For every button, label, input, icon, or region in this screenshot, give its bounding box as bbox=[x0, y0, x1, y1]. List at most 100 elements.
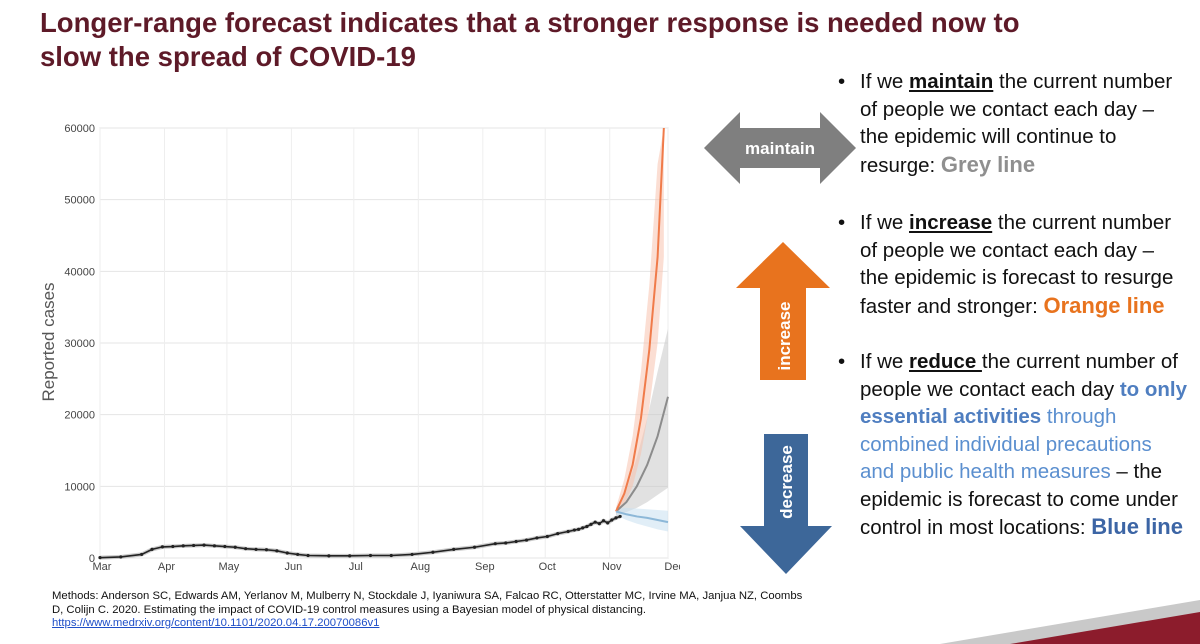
chart-series-lines bbox=[615, 127, 669, 524]
bullet-increase: • If we increase the current number of pe… bbox=[838, 209, 1188, 320]
bullet-maintain-result: Grey line bbox=[940, 151, 1036, 177]
observed-point bbox=[597, 522, 601, 526]
decrease-arrow-label: decrease bbox=[777, 445, 796, 519]
y-tick-label: 40000 bbox=[64, 266, 95, 278]
forecast-line-grey-line bbox=[615, 396, 669, 513]
increase-arrow-shape bbox=[736, 242, 830, 380]
observed-point bbox=[472, 545, 477, 549]
observed-point bbox=[150, 547, 154, 551]
footer-swoosh-light bbox=[940, 600, 1200, 644]
forecast-band-blue-line bbox=[615, 507, 668, 532]
observed-point bbox=[98, 556, 102, 560]
observed-point bbox=[504, 541, 508, 545]
observed-point bbox=[264, 548, 269, 552]
bullet-reduce-keyword: reduce bbox=[909, 350, 982, 373]
x-tick-label: Mar bbox=[93, 561, 112, 573]
forecast-line-orange-line bbox=[615, 127, 665, 512]
chart-forecast-bands bbox=[615, 128, 668, 532]
x-tick-label: Sep bbox=[475, 561, 495, 573]
observed-point bbox=[275, 549, 279, 553]
bullet-maintain-body: the current number of people we contact … bbox=[860, 70, 1173, 177]
observed-point bbox=[606, 521, 610, 525]
observed-point bbox=[254, 547, 258, 551]
bullet-reduce-body: the current number of people we contact … bbox=[860, 350, 1178, 401]
observed-point bbox=[192, 543, 196, 548]
bullet-reduce-body-2: – the epidemic is forecast to come under… bbox=[860, 460, 1178, 539]
observed-point bbox=[556, 532, 560, 536]
observed-point bbox=[618, 514, 622, 519]
methods-citation: Methods: Anderson SC, Edwards AM, Yerlan… bbox=[52, 590, 812, 631]
scenario-bullets: • If we maintain the current number of pe… bbox=[838, 68, 1188, 542]
chart-observed-data bbox=[98, 514, 622, 560]
y-tick-label: 20000 bbox=[64, 410, 95, 422]
observed-point bbox=[410, 552, 414, 557]
bullet-increase-result: Orange line bbox=[1043, 292, 1165, 318]
observed-point bbox=[348, 554, 352, 558]
observed-point bbox=[212, 544, 217, 548]
methods-link[interactable]: https://www.medrxiv.org/content/10.1101/… bbox=[52, 617, 380, 629]
observed-point bbox=[160, 545, 165, 549]
bullet-reduce-highlight: to only essential activities bbox=[860, 377, 1188, 429]
observed-point bbox=[119, 555, 123, 559]
observed-point bbox=[202, 543, 206, 547]
forecast-line-blue-line bbox=[615, 510, 669, 524]
observed-point bbox=[181, 544, 185, 548]
x-tick-label: Nov bbox=[602, 561, 622, 573]
observed-point bbox=[244, 547, 248, 551]
x-tick-label: Apr bbox=[158, 561, 175, 573]
maintain-arrow-shape bbox=[704, 112, 856, 184]
chart-gridlines bbox=[99, 127, 669, 559]
bullet-maintain: • If we maintain the current number of pe… bbox=[838, 68, 1188, 179]
bullet-reduce-result: Blue line bbox=[1091, 514, 1183, 539]
bullet-increase-prefix: If we bbox=[860, 211, 909, 234]
observed-point bbox=[514, 539, 518, 544]
observed-point bbox=[610, 518, 614, 522]
y-tick-label: 50000 bbox=[64, 195, 95, 207]
methods-text: Methods: Anderson SC, Edwards AM, Yerlan… bbox=[52, 590, 803, 616]
footer-swoosh-dark bbox=[1010, 612, 1200, 644]
observed-point bbox=[601, 519, 606, 523]
slide-title-line-2: slow the spread of COVID-19 bbox=[40, 41, 416, 72]
observed-point bbox=[566, 529, 570, 534]
bullet-maintain-prefix: If we bbox=[860, 70, 909, 93]
bullet-reduce-prefix: If we bbox=[860, 350, 909, 373]
observed-point bbox=[296, 552, 300, 557]
observed-point bbox=[368, 553, 373, 558]
decrease-arrow-shape bbox=[740, 434, 832, 574]
observed-point bbox=[493, 542, 497, 546]
observed-point bbox=[572, 528, 576, 532]
observed-point bbox=[285, 551, 289, 555]
chart-y-axis-label: Reported cases bbox=[39, 282, 58, 401]
observed-point bbox=[233, 545, 237, 549]
observed-point bbox=[593, 520, 597, 524]
x-tick-label: Aug bbox=[411, 561, 431, 573]
observed-point bbox=[306, 553, 310, 558]
observed-point bbox=[389, 553, 393, 558]
x-tick-label: Jun bbox=[285, 561, 303, 573]
x-tick-label: May bbox=[219, 561, 240, 573]
observed-point bbox=[524, 538, 529, 542]
bullet-marker: • bbox=[838, 211, 846, 234]
observed-point bbox=[452, 547, 456, 551]
observed-point bbox=[545, 534, 549, 539]
observed-point bbox=[431, 550, 435, 554]
bullet-increase-keyword: increase bbox=[909, 211, 993, 234]
slide-title-line-1: Longer-range forecast indicates that a s… bbox=[40, 7, 1020, 38]
bullet-maintain-keyword: maintain bbox=[909, 70, 994, 93]
y-tick-label: 10000 bbox=[64, 481, 95, 493]
observed-point bbox=[614, 516, 618, 520]
chart-y-ticks: 0 10000 20000 30000 40000 50000 60000 bbox=[64, 123, 95, 565]
y-tick-label: 0 bbox=[89, 553, 95, 565]
observed-point bbox=[535, 536, 539, 540]
observed-point bbox=[171, 544, 175, 549]
observed-point bbox=[223, 544, 227, 549]
forecast-band-orange-line bbox=[615, 128, 664, 515]
maintain-arrow-label: maintain bbox=[745, 139, 815, 158]
y-tick-label: 30000 bbox=[64, 338, 95, 350]
observed-point bbox=[327, 554, 331, 558]
bullet-reduce-detail: through combined individual precautions … bbox=[860, 405, 1152, 483]
increase-arrow-label: increase bbox=[775, 302, 794, 371]
forecast-band-grey-line bbox=[615, 328, 668, 515]
x-tick-label: Dec bbox=[664, 561, 680, 573]
